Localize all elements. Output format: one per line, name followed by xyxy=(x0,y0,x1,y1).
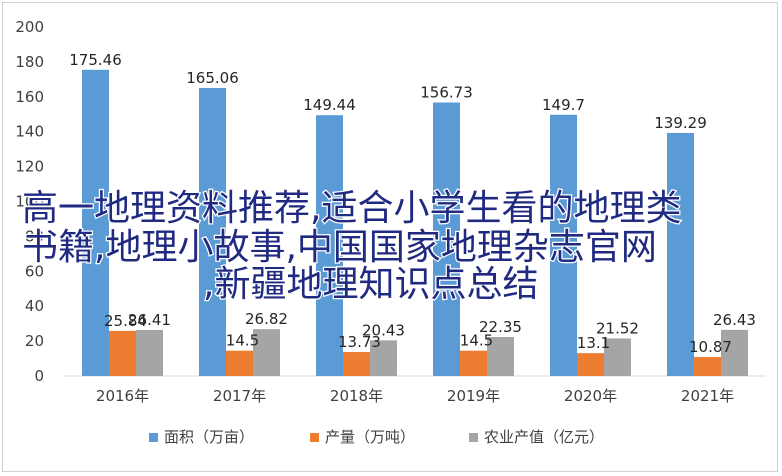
data-label: 165.06 xyxy=(186,69,239,87)
bar xyxy=(136,329,163,376)
bar xyxy=(370,340,397,376)
data-label: 14.5 xyxy=(226,332,259,350)
data-label: 25.84 xyxy=(104,312,147,330)
y-tick-label: 20 xyxy=(25,332,44,350)
data-label: 13.73 xyxy=(338,333,381,351)
data-label: 26.41 xyxy=(128,311,171,329)
x-tick-label: 2020年 xyxy=(564,387,617,405)
y-tick-label: 120 xyxy=(15,158,44,176)
bar xyxy=(226,350,253,376)
legend-label: 面积（万亩） xyxy=(164,428,254,446)
bar xyxy=(550,114,577,376)
chart-frame xyxy=(2,2,778,472)
legend-label: 产量（万吨） xyxy=(325,428,415,446)
data-label: 149.7 xyxy=(542,96,585,114)
bar xyxy=(316,115,343,376)
data-label: 14.5 xyxy=(460,332,493,350)
legend-swatch xyxy=(149,433,158,442)
y-tick-label: 0 xyxy=(34,367,44,385)
bar xyxy=(253,329,280,376)
x-tick-label: 2021年 xyxy=(681,387,734,405)
y-axis: 0 20 40 60 80 100 120 140 160 180 200 xyxy=(15,18,44,385)
y-tick-label: 140 xyxy=(15,123,44,141)
y-tick-label: 40 xyxy=(25,297,44,315)
legend-swatch xyxy=(310,433,319,442)
bar xyxy=(604,338,631,376)
data-label: 13.1 xyxy=(577,334,610,352)
bar xyxy=(82,69,109,376)
y-tick-label: 80 xyxy=(25,227,44,245)
y-tick-label: 100 xyxy=(15,193,44,211)
bars xyxy=(82,69,748,376)
bar xyxy=(199,87,226,376)
y-tick-label: 200 xyxy=(15,18,44,36)
bar xyxy=(694,357,721,376)
overlay-title: 高一地理资料推荐,适合小学生看的地理类 书籍,地理小故事,中国国家地理杂志官网 … xyxy=(21,187,683,307)
x-tick-label: 2018年 xyxy=(330,387,383,405)
bar xyxy=(721,329,748,376)
x-tick-label: 2016年 xyxy=(96,387,149,405)
y-tick-label: 60 xyxy=(25,262,44,280)
data-label: 20.43 xyxy=(362,321,405,339)
data-label: 156.73 xyxy=(420,84,473,102)
x-tick-label: 2017年 xyxy=(213,387,266,405)
bar xyxy=(343,352,370,376)
bar xyxy=(109,330,136,376)
x-axis: 2016年 2017年 2018年 2019年 2020年 2021年 xyxy=(64,375,766,405)
y-tick-label: 180 xyxy=(15,53,44,71)
y-tick-label: 160 xyxy=(15,88,44,106)
legend: 面积（万亩） 产量（万吨） 农业产值（亿元） xyxy=(149,428,604,446)
bar xyxy=(577,353,604,376)
bar xyxy=(433,102,460,376)
bar xyxy=(487,336,514,376)
legend-swatch xyxy=(469,433,478,442)
data-labels: 175.46 165.06 149.44 156.73 149.7 139.29 25.84… xyxy=(69,51,756,356)
bar xyxy=(460,350,487,376)
data-label: 21.52 xyxy=(596,319,639,337)
legend-label: 农业产值（亿元） xyxy=(484,428,604,446)
data-label: 149.44 xyxy=(303,96,356,114)
overlay-line-1: 高一地理资料推荐,适合小学生看的地理类 xyxy=(22,188,681,229)
overlay-line-2: 书籍,地理小故事,中国国家地理杂志官网 xyxy=(22,227,657,268)
data-label: 139.29 xyxy=(654,114,707,132)
x-tick-label: 2019年 xyxy=(447,387,500,405)
data-label: 22.35 xyxy=(479,318,522,336)
overlay-line-3: ,新疆地理知识点总结 xyxy=(203,264,538,305)
bar xyxy=(667,132,694,376)
data-label: 26.82 xyxy=(245,310,288,328)
data-label: 10.87 xyxy=(689,338,732,356)
data-label: 26.43 xyxy=(713,311,756,329)
data-label: 175.46 xyxy=(69,51,122,69)
